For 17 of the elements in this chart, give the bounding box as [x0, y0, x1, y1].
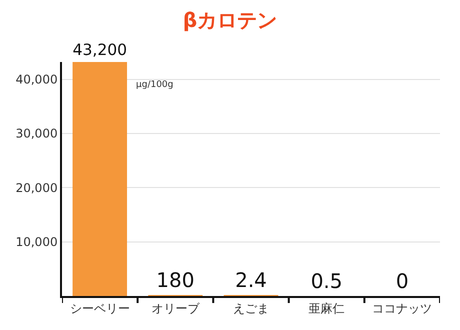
- annotation: μg/100g: [136, 80, 174, 90]
- x-tick-label: オリーブ: [151, 301, 200, 316]
- x-tick-label: 亜麻仁: [308, 301, 345, 316]
- y-tick-label: 10,000: [16, 235, 58, 250]
- data-label: 0: [396, 269, 409, 293]
- bar: [72, 62, 128, 296]
- y-tick-label: 30,000: [16, 126, 58, 141]
- x-tick-label: シーベリー: [70, 301, 130, 316]
- x-tick-label: えごま: [233, 301, 269, 316]
- data-label: 2.4: [235, 268, 267, 292]
- y-tick-label: 40,000: [16, 72, 58, 87]
- x-tick-label: ココナッツ: [372, 301, 432, 316]
- y-tick-label: 20,000: [16, 180, 58, 195]
- data-label: 180: [156, 268, 194, 292]
- data-label: 43,200: [72, 41, 128, 60]
- chart-title: βカロテン: [182, 8, 278, 32]
- data-label: 0.5: [310, 269, 343, 293]
